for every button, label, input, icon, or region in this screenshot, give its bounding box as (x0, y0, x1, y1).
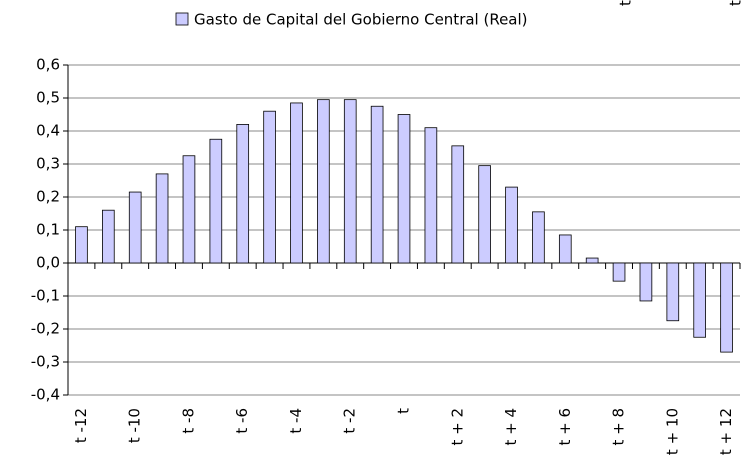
x-tick-label: t -10 (126, 408, 144, 443)
x-tick-label: t + 8 (610, 408, 628, 446)
bar (75, 226, 88, 264)
y-tick-label: -0,4 (31, 386, 60, 404)
bar (290, 102, 303, 264)
y-tick-label: 0,0 (36, 254, 60, 272)
bar (397, 114, 411, 264)
x-tick-label: t -6 (233, 408, 251, 434)
x-tick-label: t + 4 (502, 408, 520, 446)
bar (317, 99, 330, 264)
y-tick-label: 0,3 (36, 155, 60, 173)
bar (693, 262, 706, 338)
x-tick-label: t -4 (287, 408, 305, 434)
bar (370, 105, 384, 264)
x-tick-label: t -8 (179, 408, 197, 434)
bar (263, 110, 276, 264)
x-tick-label: t (395, 408, 413, 414)
annotation: t (727, 0, 745, 6)
y-tick-label: 0,5 (36, 89, 60, 107)
x-tick-label: t -2 (341, 408, 359, 434)
y-tick-label: 0,2 (36, 188, 60, 206)
bar (478, 165, 491, 264)
bar (532, 211, 545, 264)
legend-swatch (175, 12, 189, 26)
bar (585, 257, 599, 264)
bar (424, 127, 438, 264)
x-tick-label: t + 12 (717, 408, 735, 455)
annotation: t (617, 0, 635, 6)
x-tick-label: t -12 (72, 408, 90, 443)
bar (612, 262, 626, 282)
legend-label: Gasto de Capital del Gobierno Central (R… (194, 11, 528, 29)
bar (182, 155, 196, 264)
bar (155, 173, 169, 264)
y-tick-label: -0,2 (31, 320, 60, 338)
x-tick-label: t + 2 (448, 408, 466, 446)
bar (343, 99, 357, 264)
x-tick-label: t + 10 (663, 408, 681, 455)
bar (102, 209, 115, 264)
bar (209, 138, 223, 264)
bar (558, 234, 572, 264)
bar (666, 262, 680, 322)
y-tick-label: 0,4 (36, 122, 60, 140)
y-tick-label: -0,3 (31, 353, 60, 371)
bar (505, 186, 518, 264)
bar (128, 191, 142, 264)
y-tick-label: -0,1 (31, 287, 60, 305)
bar (236, 124, 250, 264)
bar (451, 145, 465, 264)
bar (639, 262, 653, 302)
bar (720, 262, 733, 353)
x-tick-label: t + 6 (556, 408, 574, 446)
y-tick-label: 0,6 (36, 56, 60, 74)
y-tick-label: 0,1 (36, 221, 60, 239)
